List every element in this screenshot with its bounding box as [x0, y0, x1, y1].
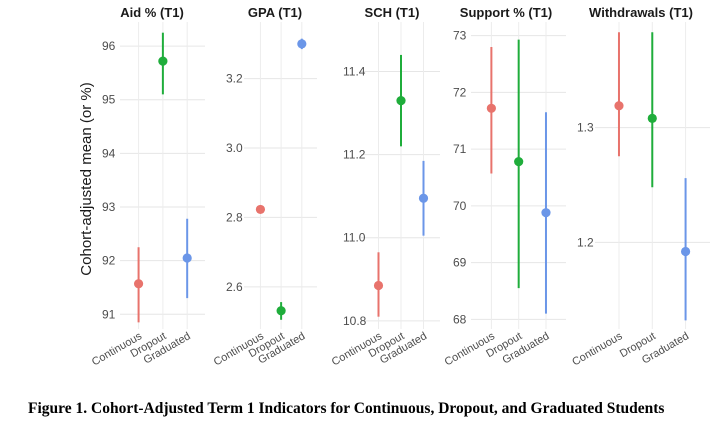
mean-point [680, 246, 691, 257]
y-tick-label: 11.4 [343, 65, 366, 79]
y-tick-label: 92 [102, 254, 116, 268]
facet-title: Withdrawals (T1) [589, 5, 693, 20]
y-tick-label: 10.8 [343, 314, 367, 328]
mean-point [182, 253, 192, 263]
x-category-label: Continuous [570, 330, 625, 368]
mean-point [647, 113, 657, 123]
y-tick-label: 72 [453, 85, 467, 99]
y-tick-label: 11.0 [343, 231, 366, 245]
y-tick-label: 3.2 [226, 72, 243, 86]
facet-title: GPA (T1) [248, 5, 302, 20]
mean-point [418, 193, 429, 203]
y-tick-label: 68 [453, 312, 467, 326]
mean-point [158, 56, 168, 66]
mean-point [373, 280, 384, 291]
y-tick-label: 2.8 [226, 210, 243, 224]
mean-point [297, 39, 307, 49]
mean-point [486, 103, 496, 113]
mean-point [255, 204, 266, 215]
y-tick-label: 94 [102, 146, 116, 160]
figure-caption: Figure 1. Cohort-Adjusted Term 1 Indicat… [28, 400, 665, 417]
facet-title: Support % (T1) [460, 5, 552, 20]
y-tick-label: 11.2 [343, 148, 366, 162]
faceted-point-range-chart: Cohort-adjusted mean (or %) 91 92 93 94 95 96… [78, 5, 710, 368]
mean-point [541, 208, 551, 218]
y-axis-title: Cohort-adjusted mean (or %) [78, 82, 95, 275]
y-tick-label: 96 [102, 39, 116, 53]
y-tick-label: 70 [453, 199, 467, 213]
y-tick-label: 95 [102, 93, 116, 107]
y-tick-label: 71 [453, 142, 467, 156]
y-tick-label: 1.3 [577, 121, 594, 135]
y-tick-label: 3.0 [226, 141, 243, 155]
y-tick-label: 1.2 [577, 235, 594, 249]
mean-point [514, 157, 524, 167]
y-tick-label: 73 [453, 29, 467, 43]
mean-point [396, 96, 406, 106]
facet-title: Aid % (T1) [120, 5, 184, 20]
mean-point [133, 279, 144, 289]
y-tick-label: 93 [102, 200, 116, 214]
y-tick-label: 91 [102, 307, 116, 321]
mean-point [276, 306, 286, 316]
facet-title: SCH (T1) [365, 5, 420, 20]
y-tick-label: 69 [453, 256, 467, 270]
y-tick-label: 2.6 [226, 280, 243, 294]
mean-point [614, 101, 624, 111]
